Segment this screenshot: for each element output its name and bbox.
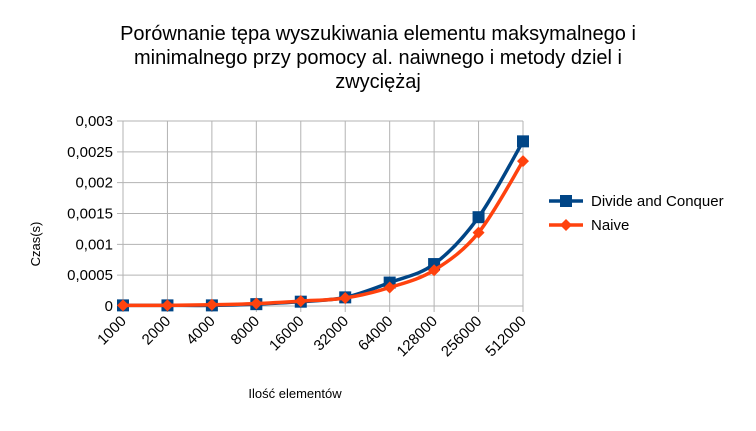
chart-title: Porównanie tępa wyszukiwania elementu ma… xyxy=(120,23,636,93)
x-tick-label: 4000 xyxy=(183,313,219,349)
x-tick-label: 512000 xyxy=(482,313,529,360)
data-point xyxy=(517,155,529,168)
data-point xyxy=(205,298,218,311)
legend-marker xyxy=(560,219,572,231)
y-axis-ticks: 0 0,0005 0,001 0,0015 0,002 0,0025 0,003 xyxy=(67,113,113,315)
data-point xyxy=(383,281,396,294)
legend-marker xyxy=(560,195,572,207)
chart-title-line: zwyciężaj xyxy=(335,71,421,93)
y-tick-label: 0,0005 xyxy=(67,267,113,284)
data-point xyxy=(161,299,174,312)
series-naive xyxy=(117,155,529,312)
chart-title-line: Porównanie tępa wyszukiwania elementu ma… xyxy=(120,23,636,45)
y-tick-label: 0 xyxy=(105,298,113,315)
y-axis-title: Czas(s) xyxy=(28,222,43,267)
x-tick-label: 8000 xyxy=(228,313,264,349)
legend-item: Naive xyxy=(549,217,629,234)
data-point xyxy=(472,211,485,224)
data-point xyxy=(117,299,129,312)
x-axis-title: Ilość elementów xyxy=(248,386,342,401)
data-point xyxy=(294,295,307,308)
data-point xyxy=(250,297,263,310)
data-point xyxy=(517,135,529,148)
y-tick-label: 0,002 xyxy=(75,175,113,192)
data-point xyxy=(472,226,485,239)
data-point xyxy=(428,264,441,277)
x-tick-label: 2000 xyxy=(139,313,175,349)
series-line xyxy=(121,139,525,308)
series xyxy=(117,135,529,312)
x-axis-ticks: 1000 2000 4000 8000 16000 32000 64000128000256… xyxy=(94,313,530,360)
gridlines xyxy=(117,120,524,312)
x-tick-label: 128000 xyxy=(394,313,441,360)
data-point xyxy=(339,291,352,304)
legend: Divide and Conquer Naive xyxy=(549,193,724,234)
x-tick-label: 16000 xyxy=(266,313,308,355)
x-tick-label: 256000 xyxy=(438,313,485,360)
series-line xyxy=(121,159,525,308)
y-tick-label: 0,0015 xyxy=(67,206,113,223)
series-divide-and-conquer xyxy=(117,135,529,312)
y-tick-label: 0,0025 xyxy=(67,144,113,161)
legend-label: Naive xyxy=(591,217,629,234)
y-tick-label: 0,003 xyxy=(75,113,113,130)
chart-title-line: minimalnego przy pomocy al. naiwnego i m… xyxy=(134,47,622,69)
y-tick-label: 0,001 xyxy=(75,236,113,253)
legend-label: Divide and Conquer xyxy=(591,193,724,210)
x-tick-label: 32000 xyxy=(311,313,353,355)
x-tick-label: 64000 xyxy=(355,313,397,355)
legend-item: Divide and Conquer xyxy=(549,193,724,210)
x-tick-label: 1000 xyxy=(94,313,130,349)
